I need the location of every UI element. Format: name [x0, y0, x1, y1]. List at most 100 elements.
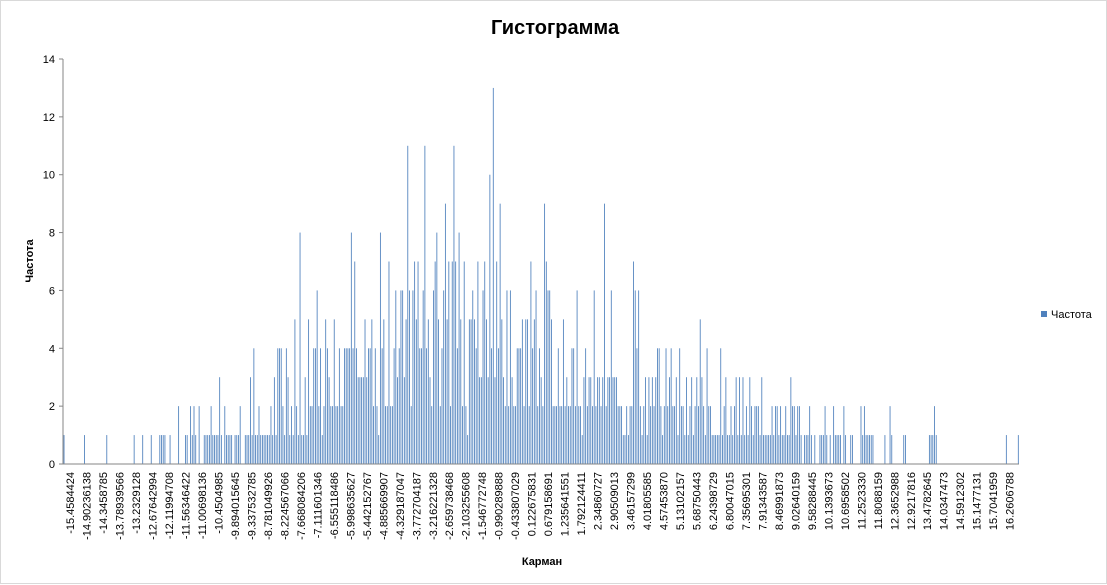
histogram-bar	[279, 348, 280, 464]
histogram-bar	[441, 348, 443, 464]
x-tick-label: 2.34860727	[593, 472, 605, 530]
histogram-bar	[872, 435, 874, 464]
histogram-bar	[631, 406, 633, 464]
histogram-bar	[655, 377, 657, 464]
histogram-bar	[747, 435, 749, 464]
histogram-bar	[523, 406, 525, 464]
histogram-bar	[84, 435, 85, 464]
histogram-bar	[391, 406, 393, 464]
histogram-bar	[684, 435, 686, 464]
histogram-bar	[506, 290, 508, 464]
histogram-bar	[518, 348, 520, 464]
histogram-bar	[742, 377, 744, 464]
histogram-bar	[692, 435, 694, 464]
x-tick-label: -4.329187047	[395, 472, 407, 540]
x-tick-label: 6.24398729	[708, 472, 720, 530]
histogram-bar	[867, 435, 869, 464]
histogram-bar	[294, 319, 296, 464]
y-tick-label: 14	[43, 54, 55, 66]
histogram-bar	[535, 290, 537, 464]
histogram-bar	[568, 406, 569, 464]
histogram-bar	[212, 435, 214, 464]
histogram-bar	[645, 377, 646, 464]
histogram-bar	[604, 203, 605, 464]
legend-swatch	[1041, 311, 1047, 317]
histogram-bar	[870, 435, 872, 464]
histogram-bar	[821, 435, 823, 464]
histogram-bar	[932, 435, 934, 464]
histogram-bar	[325, 319, 327, 464]
histogram-bar	[277, 348, 279, 464]
histogram-bar	[191, 435, 193, 464]
histogram-bar	[349, 348, 351, 464]
histogram-bar	[674, 406, 675, 464]
histogram-bar	[751, 406, 752, 464]
histogram-bar	[843, 406, 845, 464]
histogram-bar	[732, 435, 734, 464]
x-tick-label: 11.2523330	[856, 472, 868, 529]
x-tick-label: -0.990289888	[494, 472, 506, 540]
histogram-bar	[722, 435, 723, 464]
histogram-bar	[725, 377, 727, 464]
x-tick-label: 5.68750443	[691, 472, 703, 530]
histogram-bar	[619, 406, 621, 464]
histogram-bar	[730, 406, 732, 464]
x-tick-label: 3.46157299	[626, 472, 638, 530]
histogram-bar	[328, 377, 330, 464]
histogram-bar	[260, 435, 262, 464]
histogram-bar	[852, 435, 853, 464]
histogram-bar	[438, 319, 439, 464]
y-tick-label: 8	[49, 228, 55, 240]
histogram-bar	[422, 290, 424, 464]
histogram-bar	[739, 377, 740, 464]
histogram-bar	[580, 406, 581, 464]
histogram-bar	[537, 406, 539, 464]
histogram-bar	[627, 435, 629, 464]
histogram-bar	[397, 377, 398, 464]
histogram-bar	[304, 377, 306, 464]
histogram-bar	[429, 377, 431, 464]
histogram-bar	[508, 406, 510, 464]
histogram-bar	[552, 406, 554, 464]
histogram-bar	[562, 319, 564, 464]
x-tick-label: -10.4504985	[213, 472, 225, 534]
histogram-bar	[203, 435, 205, 464]
histogram-bar	[551, 319, 552, 464]
chart-title: Гистограмма	[491, 17, 620, 39]
histogram-bar	[405, 319, 407, 464]
histogram-bar	[838, 435, 840, 464]
histogram-bar	[679, 348, 681, 464]
histogram-bar	[501, 319, 503, 464]
histogram-bar	[296, 406, 298, 464]
x-tick-label: 0.122675831	[527, 472, 539, 536]
histogram-bar	[622, 435, 624, 464]
x-tick-label: 1.792124411	[576, 472, 588, 535]
histogram-bar	[318, 406, 320, 464]
x-tick-label: 12.3652988	[889, 472, 901, 530]
histogram-bar	[198, 406, 200, 464]
histogram-bar	[559, 406, 561, 464]
x-tick-label: 7.91343587	[757, 472, 769, 530]
histogram-bar	[704, 435, 706, 464]
histogram-bar	[433, 290, 434, 464]
histogram-bar	[150, 435, 152, 464]
histogram-bar	[810, 435, 812, 464]
histogram-bar	[282, 406, 284, 464]
histogram-bar	[672, 406, 674, 464]
histogram-bar	[265, 435, 267, 464]
histogram-bar	[472, 290, 474, 464]
histogram-bar	[352, 348, 354, 464]
histogram-bar	[638, 290, 640, 464]
histogram-bar	[421, 348, 422, 464]
histogram-bar	[903, 435, 905, 464]
histogram-bar	[740, 435, 742, 464]
histogram-bar	[667, 406, 669, 464]
histogram-bar	[934, 406, 935, 464]
histogram-bar	[106, 435, 108, 464]
histogram-bar	[528, 406, 530, 464]
histogram-bar	[532, 348, 534, 464]
histogram-bar	[928, 435, 930, 464]
histogram-bar	[833, 406, 835, 464]
histogram-bar	[629, 406, 631, 464]
histogram-bar	[309, 406, 311, 464]
